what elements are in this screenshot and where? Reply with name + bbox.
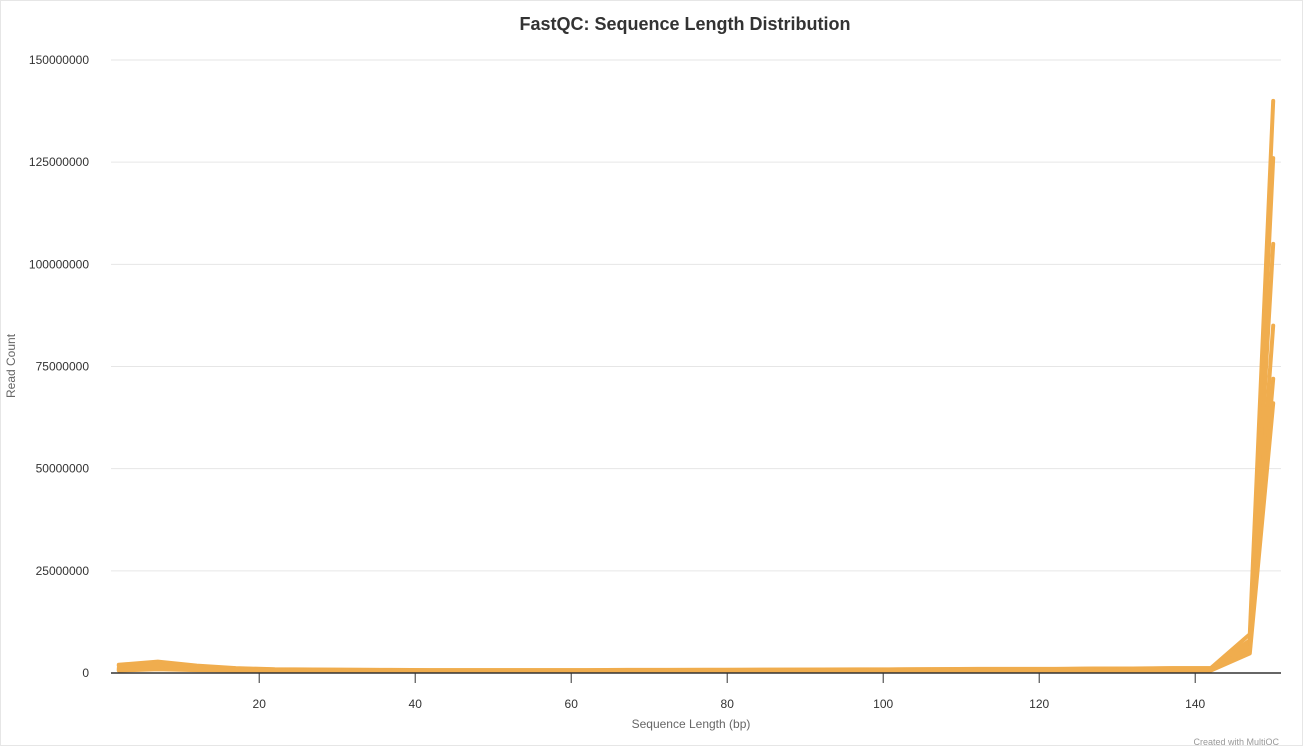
y-tick-label: 125000000 (29, 155, 89, 169)
series-line-3[interactable] (116, 241, 1276, 673)
x-tick-label: 40 (409, 697, 423, 711)
credit-text: Created with MultiQC (1193, 737, 1279, 745)
x-tick-label: 60 (565, 697, 579, 711)
x-tick-label: 20 (253, 697, 267, 711)
series-line-1[interactable] (116, 98, 1276, 673)
y-tick-label: 0 (82, 666, 89, 680)
series-line-5[interactable] (116, 376, 1276, 674)
y-tick-label: 100000000 (29, 257, 89, 271)
series-line-2[interactable] (116, 156, 1276, 673)
x-axis-label: Sequence Length (bp) (632, 717, 751, 731)
x-tick-label: 100 (873, 697, 893, 711)
y-tick-label: 50000000 (36, 462, 90, 476)
y-tick-label: 75000000 (36, 360, 90, 374)
chart-title: FastQC: Sequence Length Distribution (519, 14, 850, 34)
series-line-4[interactable] (116, 323, 1276, 673)
y-axis-ticks: 0 25000000 50000000 75000000 100000000 125000… (29, 53, 89, 680)
series-lines (116, 98, 1276, 674)
gridlines (111, 59, 1281, 572)
y-axis-label: Read Count (4, 333, 18, 398)
x-axis-ticks: 20 40 60 80 100 120 140 (253, 673, 1206, 711)
x-tick-label: 140 (1185, 697, 1205, 711)
y-tick-label: 25000000 (36, 564, 90, 578)
x-tick-label: 80 (721, 697, 735, 711)
y-tick-label: 150000000 (29, 53, 89, 67)
series-line-6[interactable] (116, 401, 1276, 674)
x-tick-label: 120 (1029, 697, 1049, 711)
